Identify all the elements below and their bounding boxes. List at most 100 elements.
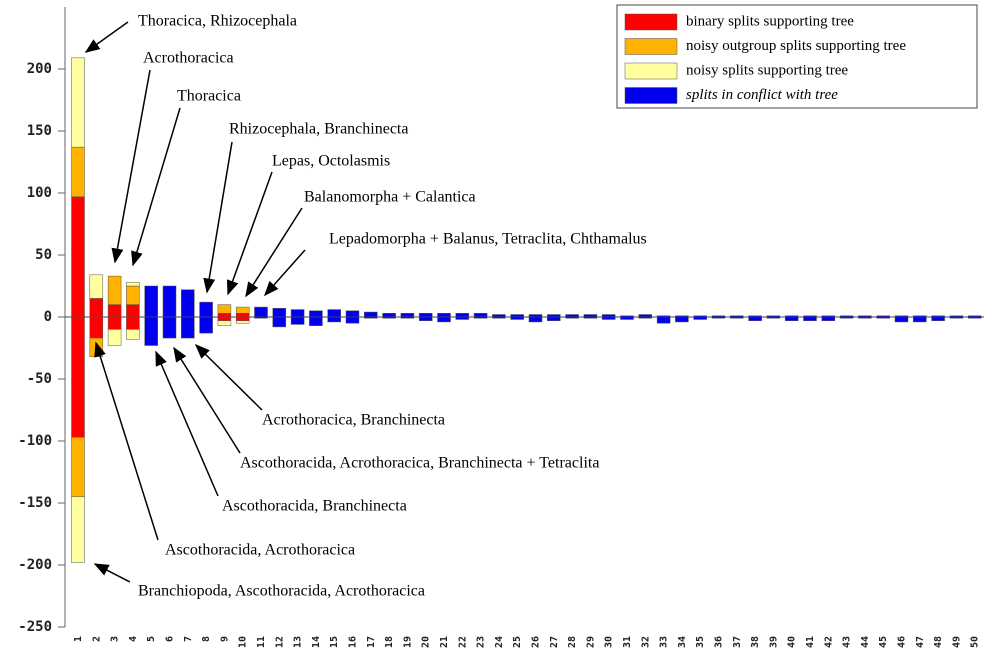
y-tick-label: 50 xyxy=(35,247,52,263)
bar-segment xyxy=(949,316,964,319)
bar-segment xyxy=(217,304,232,314)
bar-segment xyxy=(437,316,451,323)
bar-segment xyxy=(601,314,616,318)
annotation-arrow xyxy=(194,343,263,411)
bar-segment xyxy=(418,313,433,318)
x-tick-label: 27 xyxy=(549,636,560,648)
x-tick-label: 11 xyxy=(256,636,267,648)
x-tick-label: 26 xyxy=(531,636,542,648)
x-tick-label: 8 xyxy=(201,636,212,642)
bar-segment xyxy=(748,316,762,321)
x-tick-label: 14 xyxy=(311,636,322,648)
x-tick-label: 43 xyxy=(842,636,853,648)
bar-segment xyxy=(510,316,524,320)
x-tick-label: 40 xyxy=(787,636,798,648)
annotation: Ascothoracida, Branchinecta xyxy=(222,498,407,515)
bar-segment xyxy=(71,496,85,563)
y-tick-label: 0 xyxy=(44,309,52,325)
bar-segment xyxy=(290,309,305,318)
bar-segment xyxy=(364,316,378,319)
bar-segment xyxy=(473,316,488,319)
x-tick-label: 23 xyxy=(476,636,487,648)
annotation-arrow xyxy=(264,249,306,297)
y-tick-label: 100 xyxy=(27,185,52,201)
bar-segment xyxy=(144,285,158,318)
bar-segment xyxy=(931,316,945,321)
bar-segment xyxy=(144,316,158,346)
annotation: Lepadomorpha + Balanus, Tetraclita, Chth… xyxy=(329,231,647,248)
bar-segment xyxy=(199,316,213,334)
bar-segment xyxy=(162,316,177,339)
bar-segment xyxy=(254,306,268,318)
bar-segment xyxy=(235,313,250,318)
bar-segment xyxy=(181,316,195,339)
y-tick-label: -250 xyxy=(18,619,52,635)
bar-segment xyxy=(675,316,689,323)
bar-segment xyxy=(547,314,561,318)
bar-segment xyxy=(181,289,195,318)
bar-segment xyxy=(327,309,341,318)
x-tick-label: 7 xyxy=(183,636,194,642)
annotation-arrow xyxy=(226,171,273,296)
legend-label: binary splits supporting tree xyxy=(686,13,854,29)
bar-segment xyxy=(565,314,579,318)
annotation-arrow xyxy=(155,350,219,497)
x-tick-label: 20 xyxy=(421,636,432,648)
x-tick-label: 48 xyxy=(933,636,944,648)
bar-segment xyxy=(290,316,305,325)
bar-segment xyxy=(107,329,122,346)
x-tick-label: 37 xyxy=(732,636,743,648)
annotation-arrow xyxy=(203,141,233,294)
x-tick-label: 2 xyxy=(91,636,102,642)
x-tick-label: 42 xyxy=(823,636,834,648)
annotation: Balanomorpha + Calantica xyxy=(304,189,476,206)
bar-segment xyxy=(235,306,250,314)
annotation-arrow xyxy=(173,346,241,454)
bar-segment xyxy=(528,314,543,318)
x-tick-label: 24 xyxy=(494,636,505,648)
bar-segment xyxy=(583,314,598,318)
annotation: Acrothoracica, Branchinecta xyxy=(262,412,445,429)
annotation: Ascothoracida, Acrothoracica, Branchinec… xyxy=(240,455,599,472)
bar-segment xyxy=(309,316,323,326)
bar-segment xyxy=(217,313,232,318)
bar-segment xyxy=(803,316,817,321)
y-tick-label: 150 xyxy=(27,123,52,139)
annotation: Lepas, Octolasmis xyxy=(272,153,390,170)
bar-segment xyxy=(89,337,104,357)
bar-segment xyxy=(107,304,122,318)
y-tick-label: -150 xyxy=(18,495,52,511)
x-tick-label: 29 xyxy=(585,636,596,648)
y-tick-label: 200 xyxy=(27,61,52,77)
annotation: Thoracica xyxy=(177,88,241,105)
bar-segment xyxy=(126,282,140,287)
bar-segment xyxy=(638,314,653,318)
legend-label: splits in conflict with tree xyxy=(686,87,838,103)
bar-segment xyxy=(107,275,122,305)
bar-segment xyxy=(894,316,909,323)
bar-segment xyxy=(473,313,488,318)
legend-swatch xyxy=(624,87,678,104)
bar-segment xyxy=(272,308,287,318)
bar-segment xyxy=(821,316,836,321)
bar-segment xyxy=(766,316,781,319)
bar-segment xyxy=(967,316,982,319)
bar-segment xyxy=(126,285,140,305)
bar-segment xyxy=(510,314,524,318)
x-tick-label: 12 xyxy=(274,636,285,648)
annotation: Thoracica, Rhizocephala xyxy=(138,13,297,30)
annotation: Rhizocephala, Branchinecta xyxy=(229,121,408,138)
bar-segment xyxy=(126,316,140,330)
legend-swatch xyxy=(624,13,678,31)
bar-segment xyxy=(235,316,250,321)
x-tick-label: 31 xyxy=(622,636,633,648)
bar-segment xyxy=(126,329,140,340)
bar-segment xyxy=(400,313,415,318)
annotation-arrow xyxy=(245,207,303,298)
legend-swatch xyxy=(624,38,678,55)
x-tick-label: 30 xyxy=(604,636,615,648)
x-tick-label: 35 xyxy=(695,636,706,648)
x-tick-label: 46 xyxy=(897,636,908,648)
bar-segment xyxy=(784,316,799,321)
